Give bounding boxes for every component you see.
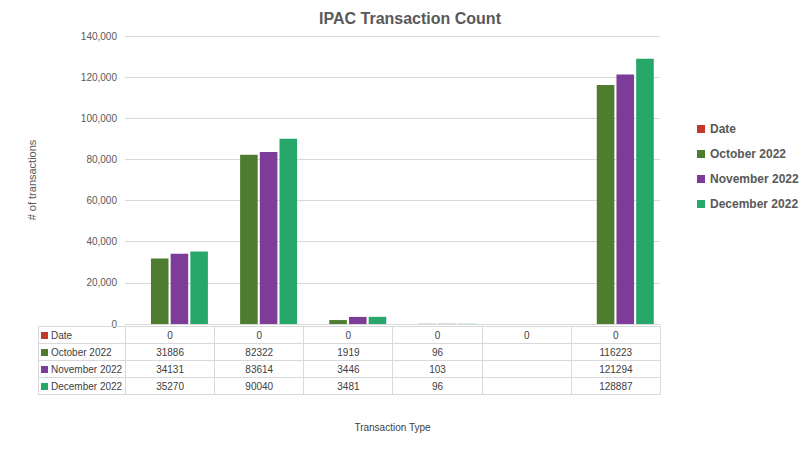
svg-text:0: 0	[111, 319, 117, 330]
html-text:83614: 83614	[245, 363, 274, 375]
html-text:96: 96	[432, 346, 444, 358]
html-text:121294: 121294	[599, 363, 633, 375]
html-text:116223: 116223	[599, 346, 633, 358]
svg-text:IPAC Transaction Count: IPAC Transaction Count	[319, 10, 502, 27]
html-text:0: 0	[523, 329, 530, 341]
html-text:0: 0	[434, 329, 441, 341]
svg-text:# of transactions: # of transactions	[26, 139, 38, 220]
html-text:Date: Date	[51, 329, 73, 341]
html-text:3446: 3446	[337, 363, 360, 375]
html-text:0: 0	[345, 329, 352, 341]
svg-text:60,000: 60,000	[86, 195, 117, 206]
html-text:0: 0	[613, 329, 619, 341]
html-text:34131: 34131	[156, 363, 184, 375]
svg-text:120,000: 120,000	[81, 72, 118, 83]
svg-text:Date: Date	[710, 122, 736, 136]
html-text:96: 96	[432, 380, 444, 392]
html-text:103: 103	[429, 363, 446, 375]
html-text:31886: 31886	[156, 346, 184, 358]
svg-text:140,000: 140,000	[81, 31, 118, 42]
html-text:0: 0	[256, 329, 262, 341]
svg-text:November 2022: November 2022	[710, 172, 799, 186]
html-text:3481: 3481	[337, 380, 360, 392]
html-text:0: 0	[167, 329, 173, 341]
html-text:90040: 90040	[245, 380, 274, 392]
svg-text:Transaction Type: Transaction Type	[354, 422, 431, 433]
html-text:November 2022: November 2022	[51, 363, 123, 375]
html-text:82322: 82322	[245, 346, 274, 358]
svg-text:December 2022: December 2022	[710, 197, 798, 211]
html-text:October 2022: October 2022	[51, 346, 112, 358]
svg-text:80,000: 80,000	[86, 154, 117, 165]
html-text:December 2022: December 2022	[51, 380, 123, 392]
svg-text:20,000: 20,000	[86, 277, 117, 288]
html-text:35270: 35270	[156, 380, 184, 392]
svg-text:100,000: 100,000	[81, 113, 118, 124]
svg-text:40,000: 40,000	[86, 236, 117, 247]
html-text:128887: 128887	[599, 380, 633, 392]
html-text:1919: 1919	[337, 346, 360, 358]
svg-text:October 2022: October 2022	[710, 147, 786, 161]
